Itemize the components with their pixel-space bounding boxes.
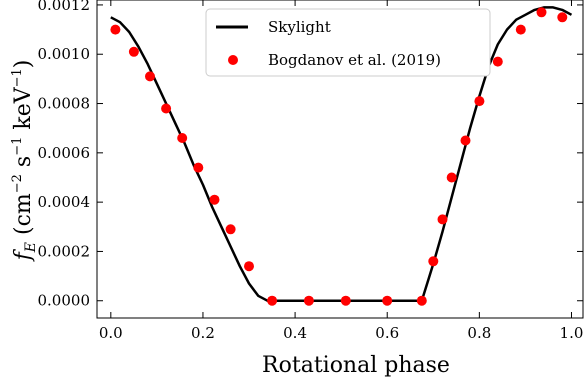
y-tick-label: 0.0008: [38, 95, 91, 113]
y-tick-label: 0.0002: [38, 242, 91, 260]
ticks: 0.0 0.2 0.4 0.6 0.8 1.0 0.0000 0.0002 0.0004 0.00…: [38, 0, 584, 342]
data-point-bogdanov: [340, 295, 351, 306]
data-point-bogdanov: [244, 261, 254, 272]
y-tick-label: 0.0010: [38, 45, 91, 63]
data-point-bogdanov: [209, 194, 220, 205]
data-point-bogdanov: [536, 7, 547, 18]
plot-area: [96, 0, 584, 319]
data-point-bogdanov: [177, 133, 188, 143]
y-tick-label: 0.0004: [38, 193, 91, 211]
plot-frame: [96, 0, 584, 319]
legend-marker-bogdanov: [228, 55, 238, 65]
data-point-bogdanov: [474, 96, 485, 107]
legend: Skylight Bogdanov et al. (2019): [205, 8, 491, 77]
data-point-bogdanov: [193, 162, 204, 173]
data-point-bogdanov: [416, 295, 427, 306]
data-point-bogdanov: [382, 295, 393, 306]
x-tick-label: 0.0: [99, 324, 123, 342]
x-tick-label: 0.8: [467, 324, 491, 342]
y-tick-label: 0.0006: [38, 144, 91, 162]
data-point-bogdanov: [225, 224, 236, 235]
data-point-bogdanov: [437, 214, 448, 225]
legend-label-bogdanov: Bogdanov et al. (2019): [268, 51, 441, 69]
data-point-bogdanov: [446, 172, 457, 183]
data-point-bogdanov: [128, 46, 139, 57]
legend-label-skylight: Skylight: [268, 18, 331, 36]
data-point-bogdanov: [110, 24, 121, 35]
x-tick-label: 0.6: [375, 324, 399, 342]
data-point-bogdanov: [267, 295, 278, 306]
data-point-bogdanov: [161, 103, 172, 114]
data-point-bogdanov: [492, 56, 503, 67]
x-tick-label: 0.4: [283, 324, 307, 342]
y-axis-label: fE (cm−2 s−1 keV−1): [10, 60, 39, 263]
legend-box: [205, 8, 491, 77]
x-axis-label: Rotational phase: [262, 353, 450, 378]
data-point-bogdanov: [145, 71, 155, 82]
data-point-bogdanov: [303, 295, 314, 306]
data-point-bogdanov: [515, 24, 526, 35]
x-tick-label: 1.0: [560, 324, 584, 342]
data-point-bogdanov: [557, 12, 568, 23]
data-point-bogdanov: [460, 135, 471, 146]
x-tick-label: 0.2: [191, 324, 215, 342]
series-line-skylight: [110, 6, 573, 302]
y-tick-label: 0.0012: [38, 0, 91, 14]
y-tick-label: 0.0000: [38, 292, 91, 310]
data-point-bogdanov: [428, 256, 439, 267]
